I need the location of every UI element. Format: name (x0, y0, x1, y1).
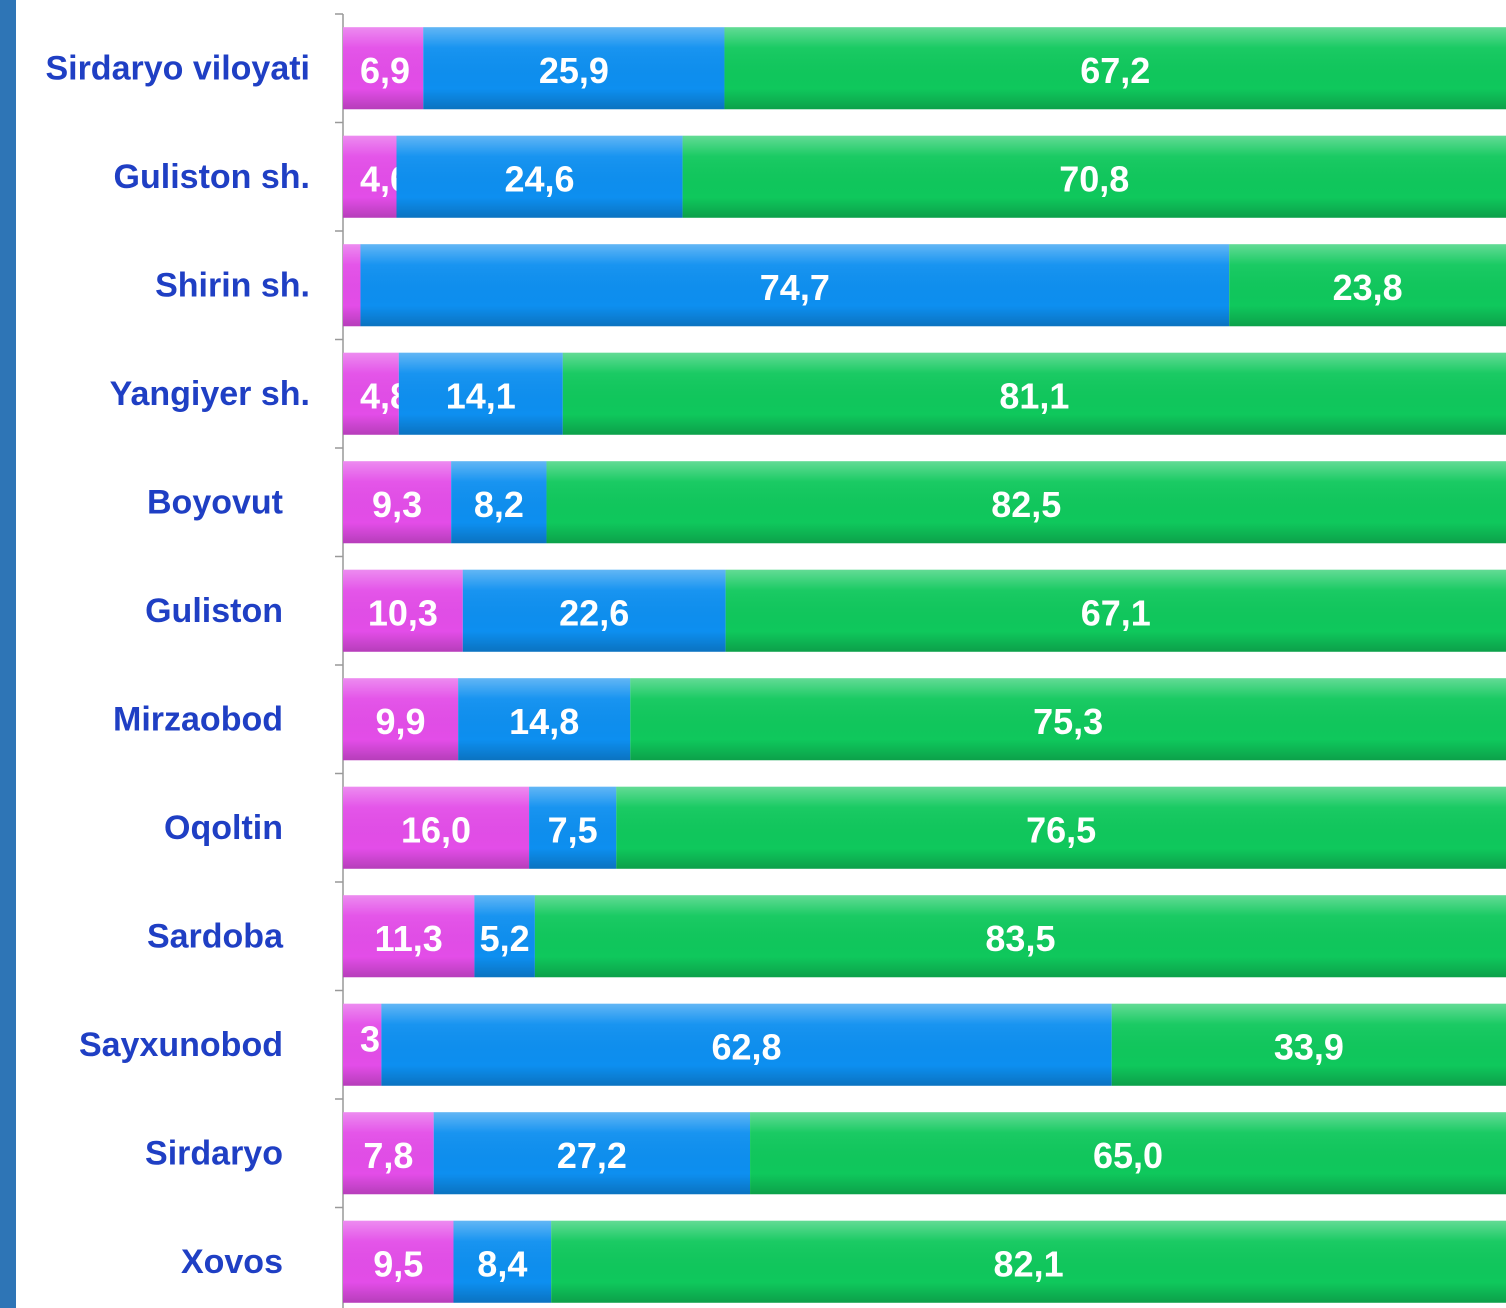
bar-bevel (562, 352, 1506, 435)
data-label: 14,1 (446, 375, 516, 416)
bar-bevel (630, 678, 1506, 761)
category-label: Boyovut (147, 483, 283, 521)
category-label: Mirzaobod (113, 700, 283, 738)
bar-bevel (750, 1112, 1506, 1195)
bar-bevel (343, 27, 424, 110)
data-label: 8,4 (477, 1243, 527, 1284)
bar-bevel (474, 895, 535, 978)
data-label: 65,0 (1093, 1135, 1163, 1176)
bar-bevel (343, 895, 475, 978)
bar-bevel (423, 27, 725, 110)
data-label: 24,6 (505, 158, 575, 199)
bar-bevel (343, 1112, 434, 1195)
data-label: 8,2 (474, 484, 524, 525)
bar-bevel (462, 569, 726, 652)
bar-bevel (534, 895, 1506, 978)
bar-bevel (616, 786, 1506, 869)
data-label: 5,2 (480, 918, 530, 959)
data-label: 74,7 (760, 267, 830, 308)
category-label: Sirdaryo (145, 1134, 283, 1172)
bar-bevel (724, 27, 1506, 110)
bar-bevel (451, 461, 547, 544)
bar-bevel (546, 461, 1506, 544)
bar-bevel (343, 1003, 382, 1086)
bar-bevel (458, 678, 631, 761)
bar-bevel (1111, 1003, 1506, 1086)
bar-bevel (396, 135, 683, 218)
data-label: 27,2 (557, 1135, 627, 1176)
data-label: 67,1 (1081, 592, 1151, 633)
bar-bevel (1229, 244, 1506, 327)
category-label: Yangiyer sh. (110, 375, 310, 413)
bar-bevel (381, 1003, 1112, 1086)
category-label: Sirdaryo viloyati (45, 49, 310, 87)
data-label: 83,5 (985, 918, 1055, 959)
data-label: 81,1 (999, 375, 1069, 416)
category-label: Sardoba (147, 917, 284, 955)
bar-bevel (343, 244, 361, 327)
data-label: 11,3 (375, 918, 443, 959)
bar-bevel (343, 135, 397, 218)
data-label: 23,8 (1333, 267, 1403, 308)
bar-bevel (398, 352, 563, 435)
category-label: Shirin sh. (155, 266, 310, 304)
bar-bevel (682, 135, 1506, 218)
bar-bevel (343, 352, 399, 435)
bar-bevel (433, 1112, 751, 1195)
bar-bevel (343, 678, 459, 761)
bar-bevel (360, 244, 1230, 327)
data-label: 9,9 (376, 701, 426, 742)
bar-bevel (453, 1220, 552, 1303)
category-label: Xovos (181, 1243, 283, 1281)
data-label: 76,5 (1026, 809, 1096, 850)
category-label: Guliston (145, 592, 283, 630)
data-label: 14,8 (509, 701, 579, 742)
data-label: 67,2 (1080, 50, 1150, 91)
bar-bevel (551, 1220, 1506, 1303)
data-label: 70,8 (1059, 158, 1129, 199)
data-label: 82,1 (994, 1243, 1064, 1284)
category-label: Guliston sh. (114, 158, 310, 196)
bar-bevel (343, 786, 530, 869)
category-label: Sayxunobod (79, 1026, 283, 1064)
data-label: 9,3 (372, 484, 422, 525)
bar-bevel (725, 569, 1506, 652)
side-stripe (0, 0, 16, 1308)
bar-bevel (343, 569, 463, 652)
bar-bevel (529, 786, 617, 869)
bar-bevel (343, 1220, 454, 1303)
data-label: 7,5 (548, 809, 598, 850)
data-label: 82,5 (991, 484, 1061, 525)
data-label: 7,8 (363, 1135, 413, 1176)
data-label: 33,9 (1274, 1026, 1344, 1067)
data-label: 22,6 (559, 592, 629, 633)
data-label: 62,8 (712, 1026, 782, 1067)
data-label: 75,3 (1033, 701, 1103, 742)
data-label: 10,3 (368, 592, 438, 633)
bar-bevel (343, 461, 452, 544)
data-label: 6,9 (360, 50, 410, 91)
data-label: 25,9 (539, 50, 609, 91)
data-label: 9,5 (373, 1243, 423, 1284)
data-label: 16,0 (401, 809, 471, 850)
category-label: Oqoltin (164, 809, 283, 847)
